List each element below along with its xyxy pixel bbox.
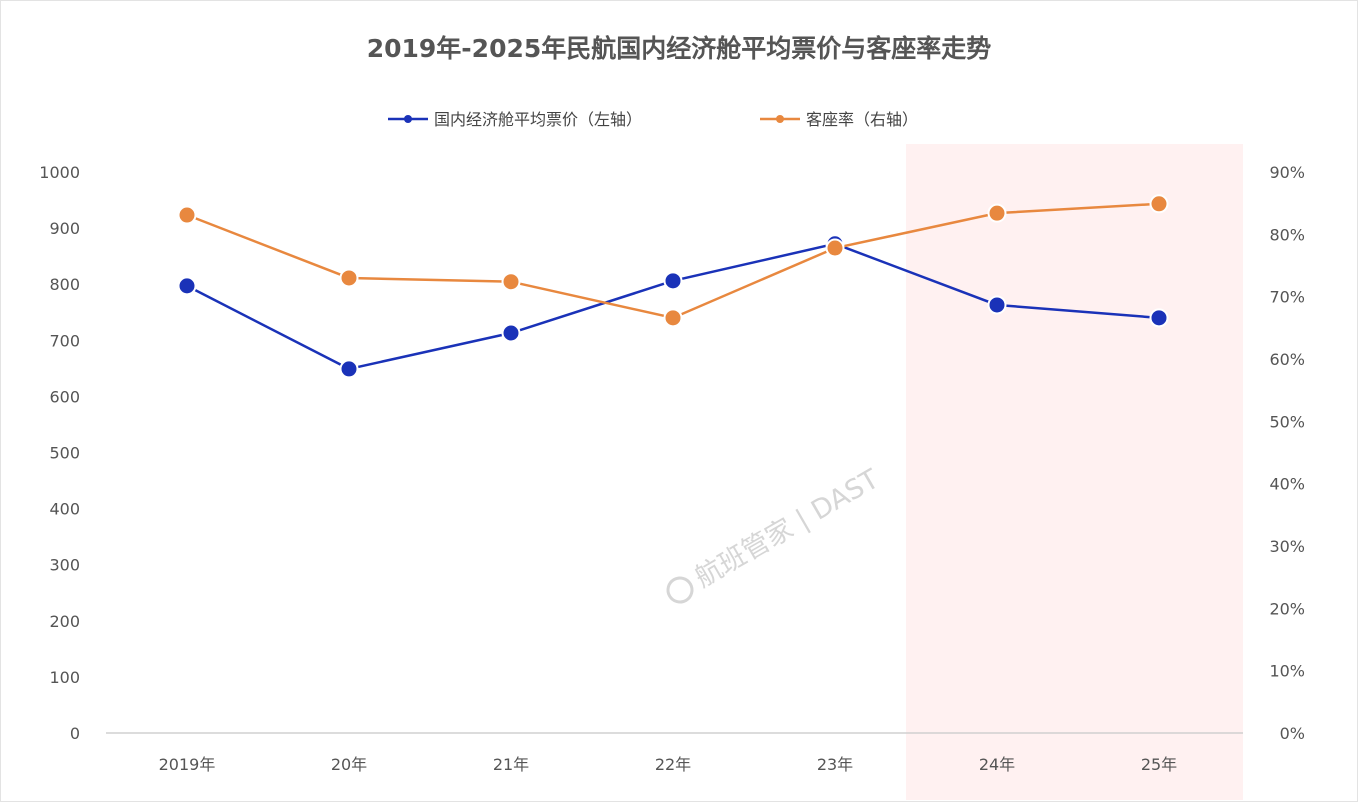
watermark-logo-icon bbox=[666, 576, 694, 604]
left-tick-label: 500 bbox=[49, 444, 80, 463]
x-tick-label: 2019年 bbox=[159, 755, 216, 774]
left-tick-label: 600 bbox=[49, 387, 80, 406]
x-tick-label: 21年 bbox=[493, 755, 529, 774]
right-tick-label: 0% bbox=[1280, 724, 1305, 743]
watermark: 航班管家 | DAST bbox=[666, 463, 885, 604]
data-point-0 bbox=[177, 276, 197, 296]
data-point-0 bbox=[663, 271, 683, 291]
left-tick-label: 900 bbox=[49, 219, 80, 238]
data-point-1 bbox=[663, 308, 683, 328]
legend-marker-load bbox=[776, 115, 784, 123]
data-point-0 bbox=[1149, 308, 1169, 328]
left-tick-label: 0 bbox=[70, 724, 80, 743]
x-tick-label: 20年 bbox=[331, 755, 367, 774]
right-tick-label: 50% bbox=[1269, 412, 1305, 431]
data-point-1 bbox=[987, 203, 1007, 223]
data-point-0 bbox=[339, 359, 359, 379]
legend-label-price: 国内经济舱平均票价（左轴） bbox=[434, 110, 642, 129]
right-tick-label: 70% bbox=[1269, 288, 1305, 307]
data-point-1 bbox=[501, 272, 521, 292]
x-tick-label: 22年 bbox=[655, 755, 691, 774]
legend: 国内经济舱平均票价（左轴） 客座率（右轴） bbox=[388, 110, 918, 129]
forecast-highlight-region bbox=[906, 144, 1243, 800]
right-tick-label: 30% bbox=[1269, 537, 1305, 556]
left-tick-label: 800 bbox=[49, 275, 80, 294]
data-point-1 bbox=[825, 238, 845, 258]
chart-title: 2019年-2025年民航国内经济舱平均票价与客座率走势 bbox=[367, 34, 992, 63]
right-tick-label: 60% bbox=[1269, 350, 1305, 369]
left-tick-label: 300 bbox=[49, 556, 80, 575]
data-point-1 bbox=[177, 205, 197, 225]
left-tick-label: 700 bbox=[49, 331, 80, 350]
right-tick-label: 40% bbox=[1269, 475, 1305, 494]
left-tick-label: 1000 bbox=[39, 163, 80, 182]
x-tick-label: 24年 bbox=[979, 755, 1015, 774]
watermark-text: 航班管家 | DAST bbox=[690, 463, 885, 593]
data-point-1 bbox=[339, 268, 359, 288]
right-tick-label: 90% bbox=[1269, 163, 1305, 182]
right-tick-label: 80% bbox=[1269, 225, 1305, 244]
data-point-1 bbox=[1149, 194, 1169, 214]
data-point-0 bbox=[501, 323, 521, 343]
data-point-0 bbox=[987, 295, 1007, 315]
left-tick-label: 100 bbox=[49, 668, 80, 687]
left-tick-label: 200 bbox=[49, 612, 80, 631]
right-tick-label: 20% bbox=[1269, 599, 1305, 618]
legend-marker-price bbox=[404, 115, 412, 123]
legend-label-load: 客座率（右轴） bbox=[806, 110, 918, 129]
right-tick-label: 10% bbox=[1269, 662, 1305, 681]
x-tick-label: 25年 bbox=[1141, 755, 1177, 774]
left-tick-label: 400 bbox=[49, 500, 80, 519]
x-tick-label: 23年 bbox=[817, 755, 853, 774]
